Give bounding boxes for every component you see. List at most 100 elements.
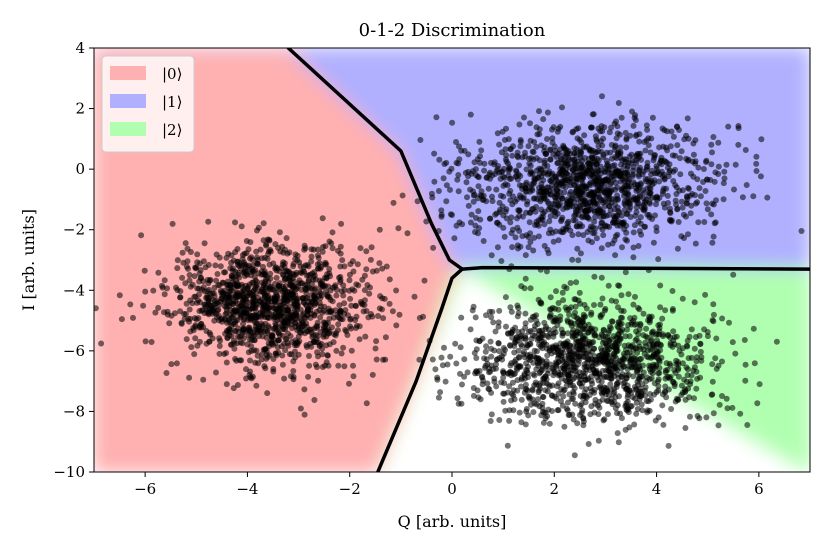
scatter-point <box>692 200 699 207</box>
scatter-point <box>346 277 353 284</box>
scatter-point <box>566 347 573 354</box>
scatter-point <box>361 287 368 294</box>
scatter-point <box>668 128 675 135</box>
scatter-point <box>555 407 562 414</box>
scatter-point <box>549 135 556 142</box>
scatter-point <box>690 151 697 158</box>
scatter-point <box>588 309 595 316</box>
scatter-point <box>676 127 682 133</box>
scatter-point <box>232 291 239 298</box>
scatter-point <box>577 152 584 158</box>
scatter-point <box>369 313 376 320</box>
scatter-point <box>335 321 342 328</box>
scatter-point <box>528 185 535 192</box>
scatter-point <box>523 166 530 173</box>
scatter-point <box>573 223 580 230</box>
scatter-point <box>623 190 630 197</box>
scatter-point <box>664 164 671 171</box>
scatter-point <box>292 256 299 262</box>
scatter-point <box>663 360 670 367</box>
scatter-point <box>656 357 663 364</box>
x-tick-label: −2 <box>339 480 361 498</box>
scatter-point <box>696 185 703 192</box>
chart-title: 0-1-2 Discrimination <box>359 20 546 41</box>
scatter-point <box>250 293 257 300</box>
scatter-point <box>623 229 630 236</box>
scatter-point <box>536 341 543 348</box>
scatter-point <box>656 370 663 376</box>
scatter-point <box>311 301 318 308</box>
scatter-point <box>303 320 310 327</box>
scatter-point <box>259 296 266 303</box>
scatter-point <box>580 414 587 421</box>
scatter-point <box>549 304 556 311</box>
scatter-point <box>663 185 670 192</box>
scatter-point <box>708 211 715 218</box>
scatter-point <box>369 268 376 275</box>
scatter-point <box>613 355 620 362</box>
scatter-point <box>659 125 666 132</box>
scatter-point <box>544 136 550 142</box>
scatter-point <box>329 229 336 236</box>
scatter-point <box>287 333 294 340</box>
scatter-point <box>360 308 367 315</box>
scatter-point <box>723 395 730 402</box>
scatter-point <box>516 409 523 416</box>
scatter-point <box>504 442 511 449</box>
scatter-point <box>670 178 677 184</box>
scatter-point <box>503 152 510 159</box>
scatter-point <box>688 372 695 379</box>
scatter-point <box>522 324 529 331</box>
scatter-point <box>148 339 155 345</box>
scatter-point <box>528 168 534 175</box>
scatter-point <box>586 340 593 347</box>
scatter-point <box>244 285 251 292</box>
scatter-point <box>531 139 538 145</box>
scatter-point <box>438 207 445 214</box>
scatter-point <box>672 166 679 173</box>
scatter-point <box>487 169 494 176</box>
y-axis: −10 −8 −6 −4 −2 0 2 4 <box>53 39 94 481</box>
scatter-point <box>614 410 620 417</box>
scatter-point <box>595 411 602 418</box>
scatter-point <box>673 357 680 364</box>
scatter-point <box>683 364 690 371</box>
scatter-point <box>530 409 537 416</box>
scatter-point <box>627 132 634 139</box>
scatter-point <box>623 222 630 229</box>
scatter-point <box>228 272 235 279</box>
scatter-point <box>431 150 438 157</box>
scatter-point <box>630 254 637 261</box>
scatter-point <box>547 226 554 233</box>
scatter-point <box>483 174 490 181</box>
scatter-point <box>330 339 337 346</box>
scatter-point <box>184 245 191 252</box>
scatter-point <box>673 201 680 208</box>
scatter-point <box>663 144 670 151</box>
scatter-point <box>574 196 581 203</box>
scatter-point <box>624 326 630 333</box>
scatter-point <box>607 149 614 156</box>
scatter-point <box>601 203 608 210</box>
scatter-point <box>565 156 572 163</box>
scatter-point <box>633 399 640 406</box>
scatter-point <box>164 285 170 292</box>
scatter-point <box>247 357 253 364</box>
scatter-point <box>262 302 269 309</box>
scatter-point <box>319 364 326 370</box>
legend-label-1: |1⟩ <box>162 93 182 111</box>
scatter-point <box>461 147 468 154</box>
scatter-point <box>604 175 611 182</box>
scatter-point <box>382 356 389 363</box>
scatter-point <box>582 207 589 214</box>
scatter-point <box>522 320 529 327</box>
scatter-point <box>510 407 517 414</box>
scatter-point <box>628 403 635 409</box>
scatter-point <box>480 238 487 244</box>
scatter-point <box>641 189 648 196</box>
scatter-point <box>554 383 561 390</box>
scatter-point <box>648 375 655 382</box>
scatter-point <box>327 273 334 280</box>
scatter-point <box>587 411 594 418</box>
scatter-point <box>389 308 396 315</box>
